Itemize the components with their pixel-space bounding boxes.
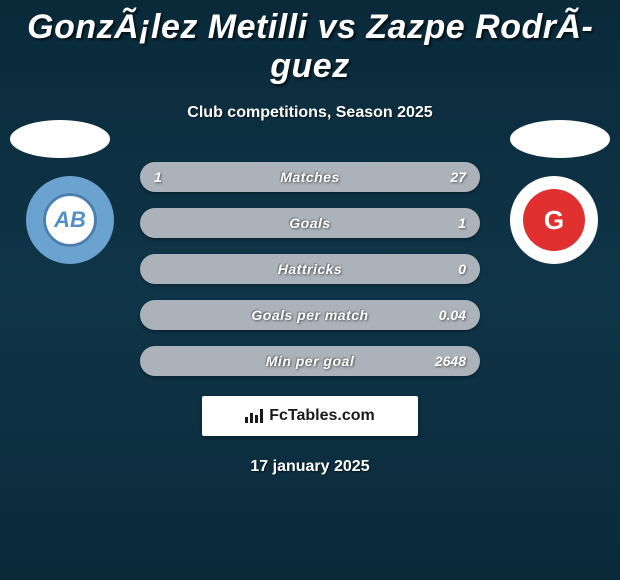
brand-text: FcTables.com [269,407,375,425]
stat-row: Hattricks 0 [140,254,480,284]
stat-value-left: 1 [154,169,162,185]
stat-row: Min per goal 2648 [140,346,480,376]
club-logo-right: G [510,176,598,264]
stat-row: Goals per match 0.04 [140,300,480,330]
page-title: GonzÃ¡lez Metilli vs Zazpe RodrÃ­guez [0,8,620,86]
stat-value-right: 0.04 [439,307,466,323]
player-avatar-right [510,120,610,158]
stats-table: 1 Matches 27 Goals 1 Hattricks 0 Goals p… [140,162,480,376]
subtitle: Club competitions, Season 2025 [0,104,620,122]
stat-value-right: 0 [458,261,466,277]
stat-row: Goals 1 [140,208,480,238]
club-logo-left: AB [26,176,114,264]
stat-value-right: 27 [450,169,466,185]
stat-value-right: 2648 [435,353,466,369]
stat-label: Matches [280,169,340,185]
club-logo-left-initials: AB [43,193,97,247]
club-logo-right-initial: G [523,189,585,251]
stat-label: Goals [289,215,330,231]
player-avatar-left [10,120,110,158]
date-label: 17 january 2025 [0,458,620,476]
stat-label: Hattricks [278,261,342,277]
stat-label: Goals per match [251,307,368,323]
brand-badge: FcTables.com [202,396,418,436]
comparison-card: GonzÃ¡lez Metilli vs Zazpe RodrÃ­guez Cl… [0,0,620,476]
stat-label: Min per goal [266,353,354,369]
stat-row: 1 Matches 27 [140,162,480,192]
bar-chart-icon [245,409,263,423]
stat-value-right: 1 [458,215,466,231]
